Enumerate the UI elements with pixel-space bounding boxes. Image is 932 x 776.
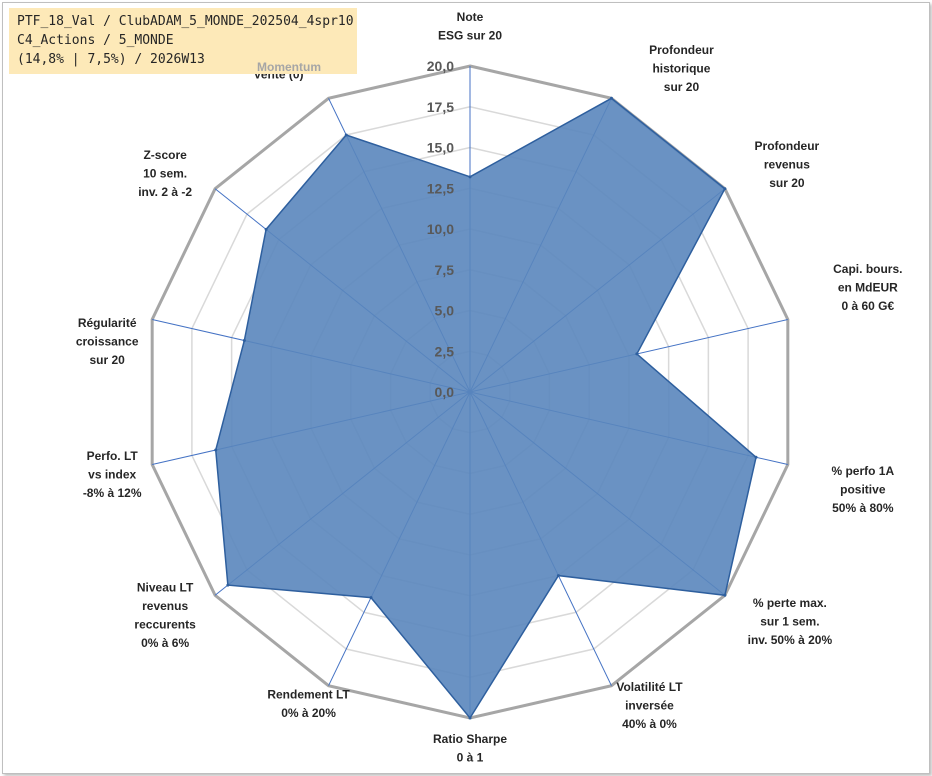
axis-label-line: revenus: [142, 599, 188, 613]
tick-label-0: 0,0: [435, 384, 455, 400]
axis-label-line: Profondeur: [649, 43, 714, 57]
axis-label-line: 50% à 80%: [832, 501, 894, 515]
axis-label-1: Note ESG sur 20: [438, 10, 502, 43]
series-area: [214, 97, 757, 720]
axis-label-5: % perfo 1A positive 50% à 80%: [831, 464, 894, 515]
axis-label-line: Profondeur: [755, 139, 820, 153]
tick-label-2: 5,0: [435, 303, 455, 319]
data-point-2: [609, 96, 613, 100]
axis-label-line: sur 20: [769, 176, 805, 190]
data-point-4: [635, 352, 639, 356]
tick-label-7: 17,5: [427, 99, 454, 115]
axis-label-line: reccurents: [134, 618, 196, 632]
axis-label-3: Profondeur revenus sur 20: [755, 139, 820, 190]
axis-label-line: 0% à 20%: [281, 706, 336, 720]
axis-label-line: Note: [457, 10, 484, 24]
axis-label-line: Perfo. LT: [87, 449, 139, 463]
tick-label-8: 20,0: [427, 58, 454, 74]
axis-label-line: Niveau LT: [137, 581, 194, 595]
axis-label-line: croissance: [76, 334, 139, 348]
axis-label-line: 40% à 0%: [622, 717, 677, 731]
axis-label-4: Capi. bours. en MdEUR 0 à 60 G€: [833, 262, 902, 313]
axis-label-line: Z-score: [143, 148, 187, 162]
axis-label-line: inv. 50% à 20%: [748, 633, 833, 647]
axis-label-line: vs index: [88, 468, 136, 482]
axis-label-12: Régularité croissance sur 20: [76, 316, 139, 367]
tick-label-3: 7,5: [435, 262, 455, 278]
axis-label-11: Perfo. LT vs index -8% à 12%: [83, 449, 142, 500]
data-point-13: [264, 227, 268, 231]
axis-label-9: Rendement LT 0% à 20%: [267, 687, 350, 720]
axis-label-13: Z-score 10 sem. inv. 2 à -2: [138, 148, 192, 199]
axis-label-line: % perte max.: [753, 596, 827, 610]
data-point-8: [468, 716, 472, 720]
info-line-portfolio: PTF_18_Val / ClubADAM_5_MONDE_202504_4sp…: [17, 14, 354, 29]
data-point-10: [226, 583, 230, 587]
axis-label-line: -8% à 12%: [83, 486, 142, 500]
axis-label-line: Ratio Sharpe: [433, 732, 507, 746]
axis-label-line: Rendement LT: [267, 687, 350, 701]
axis-label-6: % perte max. sur 1 sem. inv. 50% à 20%: [748, 596, 833, 647]
axis-label-line: Capi. bours.: [833, 262, 902, 276]
axis-label-line: 0 à 60 G€: [841, 299, 894, 313]
axis-label-line: sur 20: [664, 80, 700, 94]
axis-label-line: inversée: [625, 699, 674, 713]
data-point-1: [468, 175, 472, 179]
axis-label-line: 10 sem.: [143, 167, 187, 181]
tick-label-1: 2,5: [435, 343, 455, 359]
axis-label-line: revenus: [764, 158, 810, 172]
axis-label-line: % perfo 1A: [831, 464, 894, 478]
axis-label-10: Niveau LT revenus reccurents 0% à 6%: [134, 581, 196, 651]
axis-label-line: inv. 2 à -2: [138, 185, 192, 199]
data-point-7: [556, 574, 560, 578]
info-line-category: C4_Actions / 5_MONDE: [17, 33, 174, 48]
data-point-9: [369, 596, 373, 600]
data-point-6: [723, 593, 727, 597]
axis-label-line: historique: [652, 61, 710, 75]
axis-label-line: Volatilité LT: [616, 680, 683, 694]
data-point-5: [754, 455, 758, 459]
data-point-3: [723, 187, 727, 191]
axis-label-line: 0% à 6%: [141, 636, 189, 650]
momentum-label: Momentum: [257, 60, 321, 74]
tick-label-6: 15,0: [427, 140, 454, 156]
axis-label-line: ESG sur 20: [438, 28, 502, 42]
tick-label-5: 12,5: [427, 180, 454, 196]
axis-label-line: Régularité: [78, 316, 137, 330]
axis-label-line: 0 à 1: [457, 750, 484, 764]
portfolio-info-box: PTF_18_Val / ClubADAM_5_MONDE_202504_4sp…: [9, 8, 357, 74]
tick-label-4: 10,0: [427, 221, 454, 237]
data-point-12: [242, 338, 246, 342]
data-point-11: [214, 448, 218, 452]
axis-label-8: Ratio Sharpe 0 à 1: [433, 732, 507, 765]
axis-label-line: positive: [840, 483, 886, 497]
axis-label-line: sur 20: [89, 353, 125, 367]
axis-label-line: en MdEUR: [838, 280, 898, 294]
axis-label-line: sur 1 sem.: [760, 614, 819, 628]
axis-label-7: Volatilité LT inversée 40% à 0%: [616, 680, 683, 731]
info-line-performance: (14,8% | 7,5%) / 2026W13: [17, 52, 205, 67]
axis-label-2: Profondeur historique sur 20: [649, 43, 714, 94]
data-point-14: [344, 133, 348, 137]
